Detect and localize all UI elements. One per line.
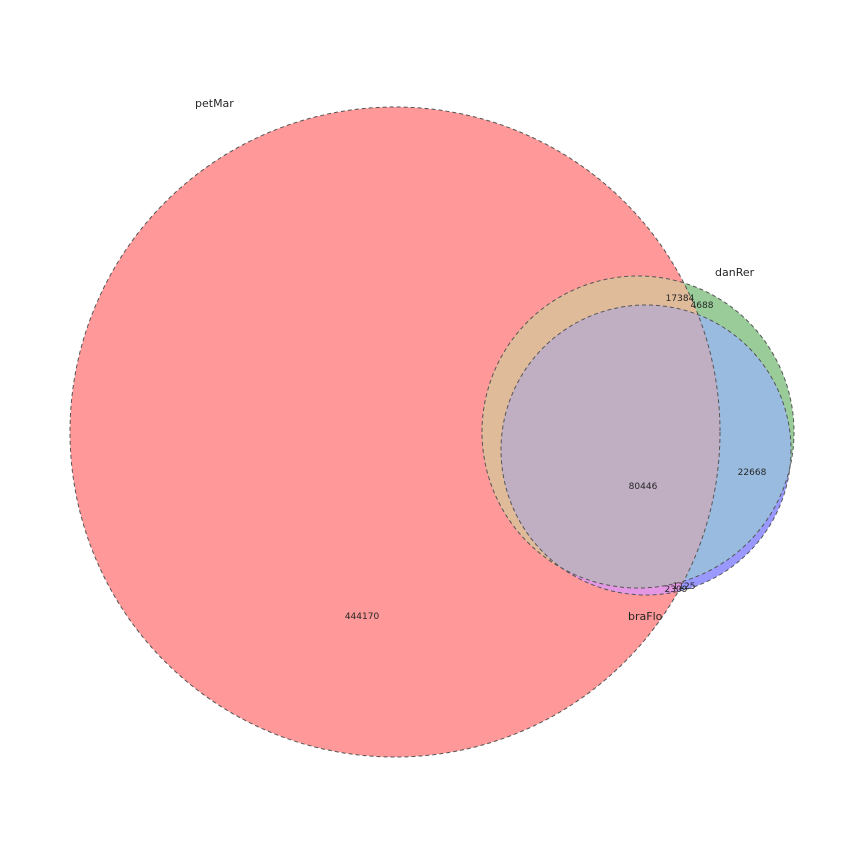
count-all-three: 80446	[629, 482, 658, 492]
braFlo-outline	[500, 304, 792, 596]
danRer-outline	[481, 275, 795, 589]
set-label-braFlo: braFlo	[628, 610, 663, 623]
count-petMar-danRer: 17384	[666, 294, 695, 304]
count-braFlo-only: 1125	[673, 582, 696, 592]
set-label-petMar: petMar	[195, 97, 234, 110]
count-danRer-only: 4688	[691, 301, 714, 311]
petMar-outline	[69, 106, 721, 758]
count-petMar-only: 444170	[345, 612, 380, 622]
count-danRer-braFlo: 22668	[738, 468, 767, 478]
count-petMar-braFlo: 2309	[665, 585, 688, 595]
set-label-danRer: danRer	[715, 266, 755, 279]
petMar-circle	[70, 107, 720, 757]
